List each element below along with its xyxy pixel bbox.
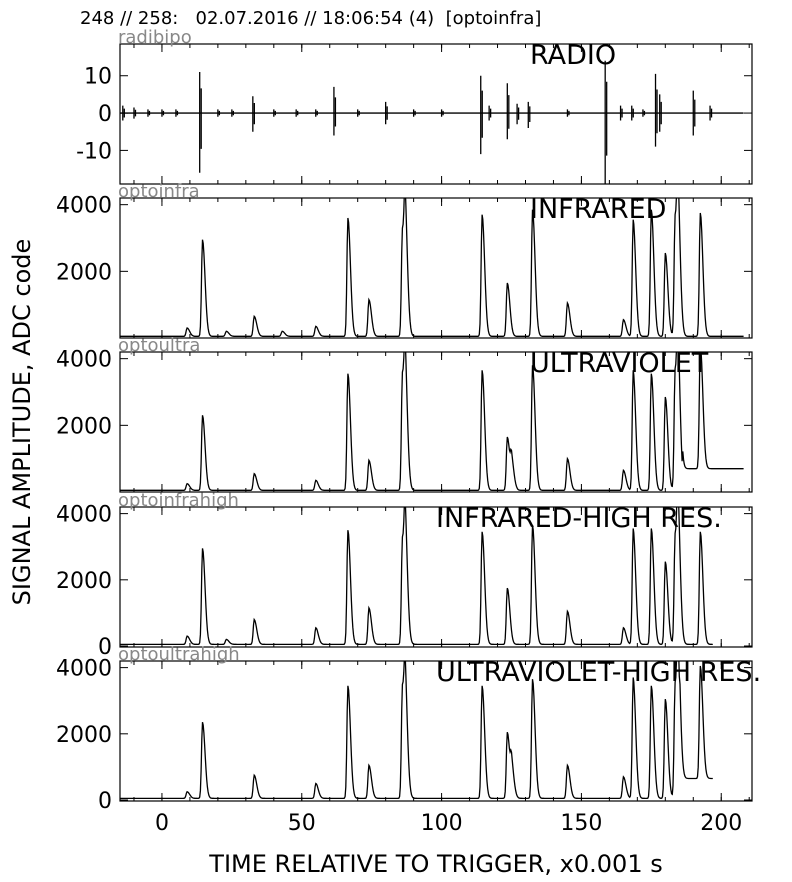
y-tick-label: 0 xyxy=(98,789,112,814)
trace-optoinfrahigh xyxy=(120,507,713,646)
y-tick-label: 4000 xyxy=(56,503,112,528)
channel-label: radibipo xyxy=(118,27,192,48)
panel-optoinfrahigh: 4000 2000 0 optoinfrahigh INFRARED-HIGH RES. xyxy=(56,490,753,660)
y-tick-label: -10 xyxy=(76,139,112,164)
x-tick-label: 50 xyxy=(288,811,316,836)
x-tick-label: 0 xyxy=(155,811,169,836)
channel-label: optoultrahigh xyxy=(118,644,240,665)
channel-label: optoinfra xyxy=(118,181,200,202)
panel-title: INFRARED-HIGH RES. xyxy=(436,503,722,534)
y-tick-label: 0 xyxy=(98,635,112,660)
trace-optoultrahigh xyxy=(120,661,713,800)
panel-title: INFRARED xyxy=(530,194,666,225)
channel-label: optoultra xyxy=(118,335,200,356)
panel-title: ULTRAVIOLET-HIGH RES. xyxy=(436,657,761,688)
y-axis-label: SIGNAL AMPLITUDE, ADC code xyxy=(8,239,36,606)
y-tick-label: 10 xyxy=(84,65,112,90)
panel-radibipo: 10 0 -10 radibipo RADIO xyxy=(76,27,753,185)
trace-optoinfra xyxy=(120,198,744,337)
y-tick-label: 4000 xyxy=(56,657,112,682)
panel-frame xyxy=(119,43,753,185)
y-tick-label: 2000 xyxy=(56,723,112,748)
x-tick-label: 150 xyxy=(560,811,602,836)
trace-radibipo xyxy=(120,60,744,184)
panel-title: RADIO xyxy=(530,40,616,71)
panel-optoinfra: 4000 2000 optoinfra INFRARED xyxy=(56,181,753,339)
x-tick-label: 200 xyxy=(700,811,742,836)
x-tick-label: 100 xyxy=(421,811,463,836)
panel-optoultra: 4000 2000 optoultra ULTRAVIOLET xyxy=(56,335,753,493)
y-tick-label: 2000 xyxy=(56,414,112,439)
panel-frame xyxy=(119,351,753,493)
y-tick-label: 4000 xyxy=(56,194,112,219)
y-tick-label: 2000 xyxy=(56,260,112,285)
channel-label: optoinfrahigh xyxy=(118,490,239,511)
trace-optoultra xyxy=(120,352,744,491)
panel-frame xyxy=(119,197,753,339)
y-tick-label: 4000 xyxy=(56,348,112,373)
y-tick-label: 0 xyxy=(98,102,112,127)
panel-title: ULTRAVIOLET xyxy=(530,348,709,379)
chart-header: 248 // 258: 02.07.2016 // 18:06:54 (4) [… xyxy=(80,8,542,29)
y-tick-label: 2000 xyxy=(56,569,112,594)
panel-frame xyxy=(119,660,753,802)
panel-frame xyxy=(119,506,753,648)
x-axis-label: TIME RELATIVE TO TRIGGER, x0.001 s xyxy=(208,850,662,878)
